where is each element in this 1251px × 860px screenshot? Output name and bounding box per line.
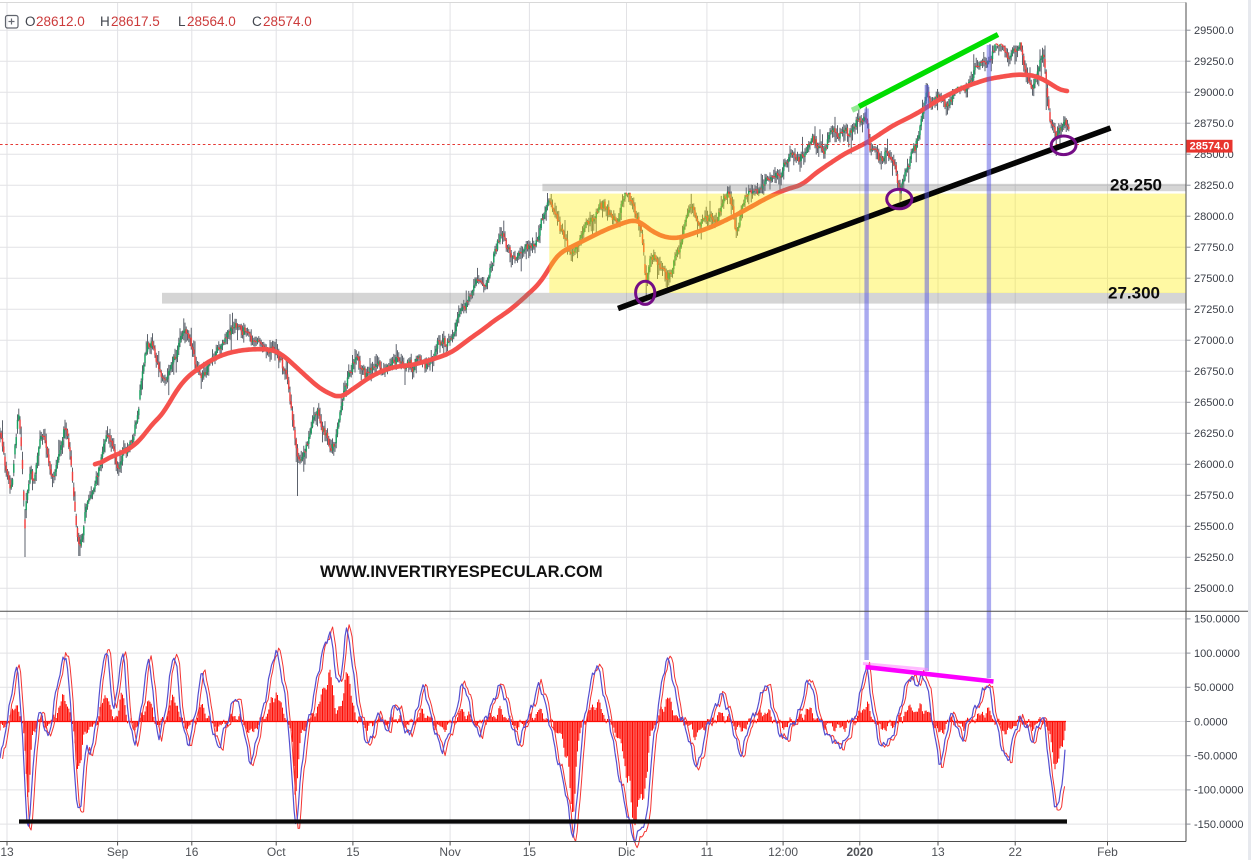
svg-text:28564.0: 28564.0	[187, 14, 236, 29]
svg-text:29000.0: 29000.0	[1194, 87, 1234, 99]
svg-text:25500.0: 25500.0	[1194, 521, 1234, 533]
svg-text:26500.0: 26500.0	[1194, 397, 1234, 409]
svg-text:WWW.INVERTIRYESPECULAR.COM: WWW.INVERTIRYESPECULAR.COM	[320, 563, 603, 581]
svg-text:27250.0: 27250.0	[1194, 304, 1234, 316]
svg-text:Feb: Feb	[1097, 845, 1118, 859]
svg-text:C: C	[252, 14, 262, 29]
svg-text:-100.0000: -100.0000	[1194, 785, 1244, 797]
svg-text:12:00: 12:00	[768, 845, 798, 859]
svg-text:Dic: Dic	[618, 845, 635, 859]
svg-text:2020: 2020	[846, 845, 873, 859]
svg-text:28612.0: 28612.0	[36, 14, 85, 29]
svg-text:28574.0: 28574.0	[1190, 141, 1230, 153]
svg-text:Nov: Nov	[439, 845, 460, 859]
svg-text:25250.0: 25250.0	[1194, 552, 1234, 564]
svg-text:Oct: Oct	[267, 845, 286, 859]
svg-text:26750.0: 26750.0	[1194, 366, 1234, 378]
svg-text:22: 22	[1009, 845, 1023, 859]
svg-text:27000.0: 27000.0	[1194, 335, 1234, 347]
svg-text:26000.0: 26000.0	[1194, 459, 1234, 471]
svg-text:29250.0: 29250.0	[1194, 56, 1234, 68]
svg-text:-50.0000: -50.0000	[1194, 751, 1237, 763]
svg-text:-150.0000: -150.0000	[1194, 819, 1244, 831]
svg-text:28750.0: 28750.0	[1194, 118, 1234, 130]
svg-text:25000.0: 25000.0	[1194, 583, 1234, 595]
svg-text:27750.0: 27750.0	[1194, 242, 1234, 254]
svg-text:13: 13	[0, 845, 14, 859]
svg-text:150.0000: 150.0000	[1194, 614, 1240, 626]
svg-text:25750.0: 25750.0	[1194, 490, 1234, 502]
svg-text:28250.0: 28250.0	[1194, 180, 1234, 192]
svg-text:28.250: 28.250	[1110, 176, 1162, 195]
svg-text:100.0000: 100.0000	[1194, 648, 1240, 660]
svg-text:15: 15	[346, 845, 360, 859]
svg-text:26250.0: 26250.0	[1194, 428, 1234, 440]
svg-text:50.0000: 50.0000	[1194, 682, 1234, 694]
svg-text:0.0000: 0.0000	[1194, 716, 1228, 728]
svg-text:28000.0: 28000.0	[1194, 211, 1234, 223]
svg-text:H: H	[100, 14, 110, 29]
svg-text:16: 16	[185, 845, 199, 859]
svg-text:L: L	[178, 14, 186, 29]
svg-text:15: 15	[523, 845, 537, 859]
svg-text:29500.0: 29500.0	[1194, 25, 1234, 37]
svg-text:O: O	[25, 14, 36, 29]
svg-text:27.300: 27.300	[1108, 284, 1160, 303]
svg-text:13: 13	[931, 845, 945, 859]
svg-text:28574.0: 28574.0	[263, 14, 312, 29]
svg-text:Sep: Sep	[107, 845, 129, 859]
svg-text:27500.0: 27500.0	[1194, 273, 1234, 285]
svg-text:28617.5: 28617.5	[111, 14, 160, 29]
svg-text:11: 11	[701, 845, 714, 859]
